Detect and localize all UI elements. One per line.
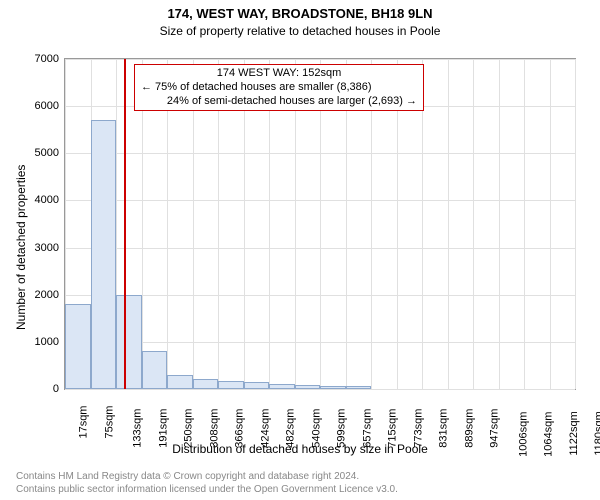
y-tick-label: 1000 [35,336,65,348]
chart-subtitle: Size of property relative to detached ho… [0,24,600,38]
y-tick-label: 0 [53,383,65,395]
x-axis-label: Distribution of detached houses by size … [0,442,600,456]
y-tick-label: 5000 [35,147,65,159]
reference-marker-line [124,59,126,389]
footer-line1: Contains HM Land Registry data © Crown c… [16,470,600,483]
y-tick-label: 7000 [35,53,65,65]
y-tick-label: 6000 [35,100,65,112]
histogram-bar [142,351,168,389]
gridline-v [550,59,551,389]
annotation-line2: ← 75% of detached houses are smaller (8,… [141,81,417,95]
footer-attribution: Contains HM Land Registry data © Crown c… [0,470,600,496]
footer-line2: Contains public sector information licen… [16,483,600,496]
x-tick-label: 75sqm [99,406,115,439]
histogram-bar [320,386,346,389]
annotation-line1: 174 WEST WAY: 152sqm [141,67,417,81]
histogram-bar [244,382,270,389]
gridline-v [524,59,525,389]
y-axis-label: Number of detached properties [14,165,28,330]
histogram-bar [218,381,244,389]
histogram-bar [91,120,117,389]
histogram-bar [346,386,372,389]
histogram-bar [269,384,295,389]
y-tick-label: 4000 [35,194,65,206]
y-tick-label: 2000 [35,289,65,301]
gridline-v [448,59,449,389]
gridline-v [575,59,576,389]
annotation-line3: 24% of semi-detached houses are larger (… [141,95,417,109]
gridline-h [65,389,575,390]
histogram-bar [116,295,142,389]
x-tick-label: 17sqm [74,406,90,439]
histogram-bar [193,379,219,389]
annotation-box: 174 WEST WAY: 152sqm ← 75% of detached h… [134,64,424,111]
histogram-bar [295,385,321,389]
gridline-v [473,59,474,389]
chart-title: 174, WEST WAY, BROADSTONE, BH18 9LN [0,6,600,21]
histogram-bar [167,375,193,389]
histogram-bar [65,304,91,389]
y-tick-label: 3000 [35,242,65,254]
gridline-v [499,59,500,389]
